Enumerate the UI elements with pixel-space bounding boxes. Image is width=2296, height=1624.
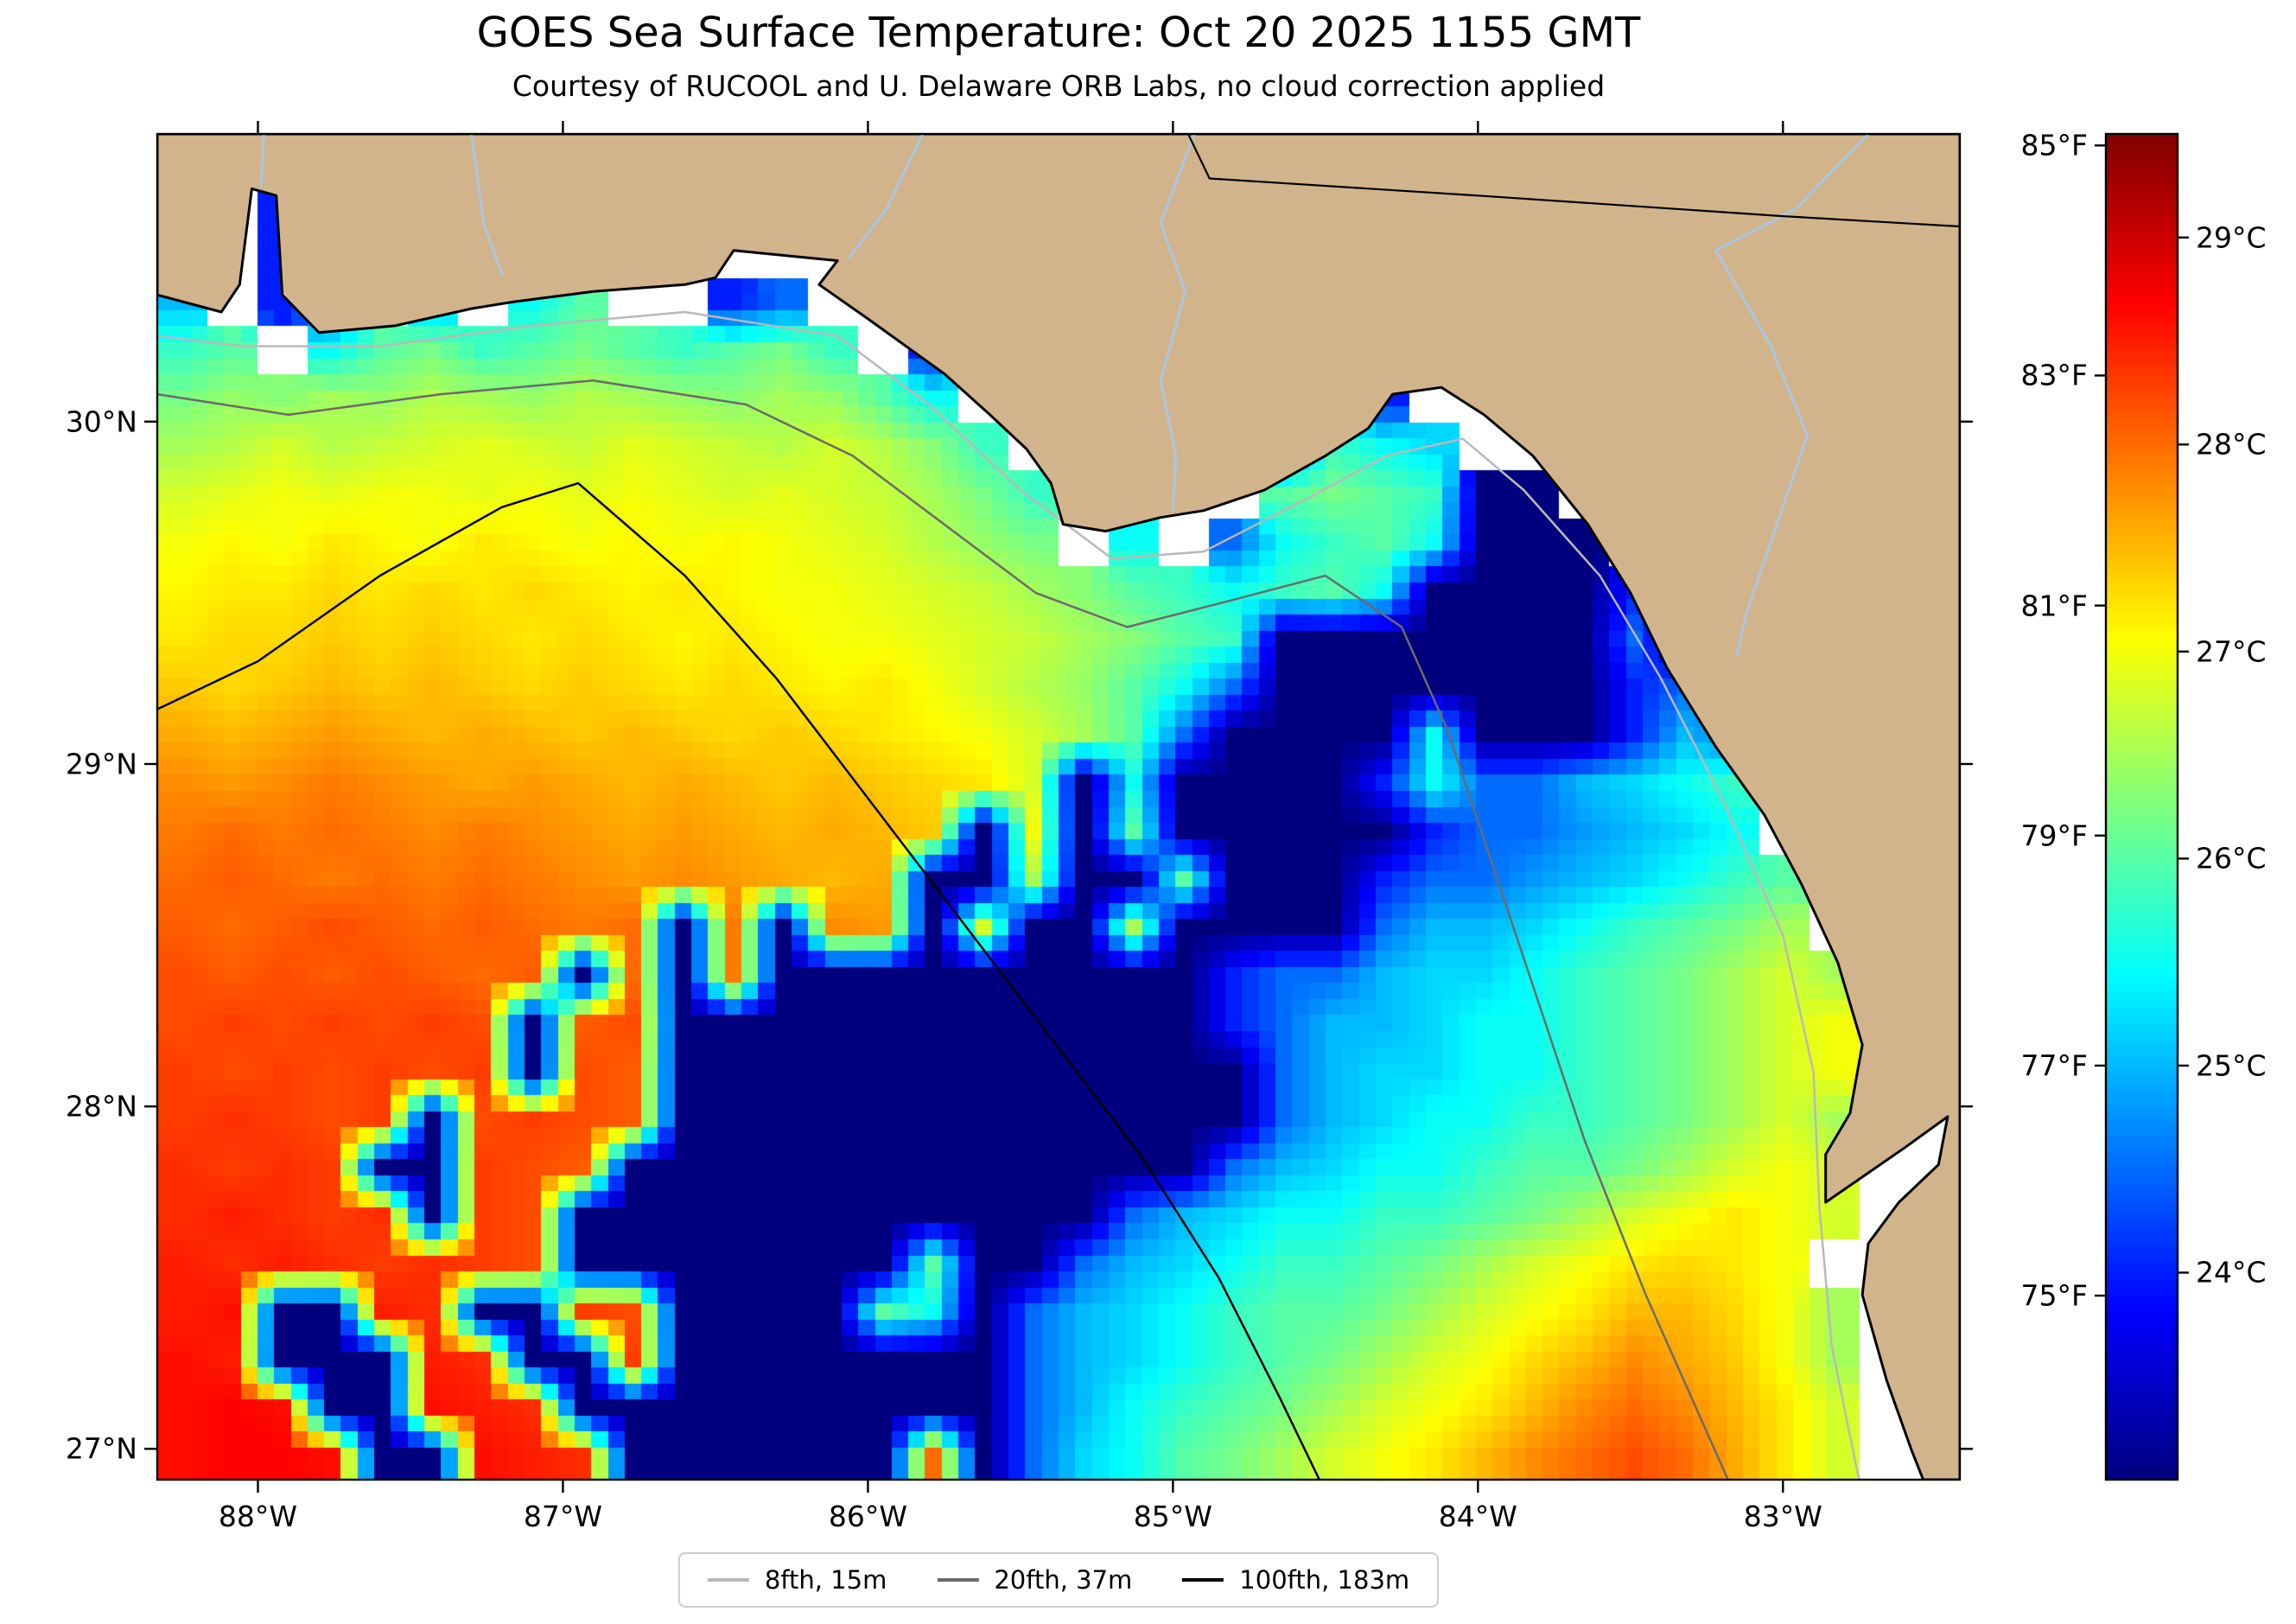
x-tick-label: 88°W (218, 1500, 298, 1533)
x-tick-label: 83°W (1743, 1500, 1822, 1533)
bathymetry-contour-183m (157, 481, 1321, 1480)
colorbar-c-tick-label: 28°C (2196, 427, 2267, 462)
colorbar-f-tick-label: 77°F (2020, 1048, 2088, 1083)
colorbar-c-tick-label: 27°C (2196, 634, 2267, 669)
chart-subtitle: Courtesy of RUCOOL and U. Delaware ORB L… (512, 69, 1606, 103)
legend-line-15m-icon (707, 1578, 749, 1582)
legend-item-183m: 100fth, 183m (1182, 1565, 1409, 1595)
y-tick-label: 28°N (65, 1089, 137, 1124)
legend-label-183m: 100fth, 183m (1239, 1565, 1410, 1595)
colorbar-c-tick-label: 24°C (2196, 1255, 2267, 1290)
colorbar-f-tick-label: 79°F (2020, 818, 2088, 853)
bathymetry-contour-37m (157, 379, 1729, 1480)
map-overlay (157, 134, 1960, 1480)
legend-item-37m: 20fth, 37m (937, 1565, 1132, 1595)
chart-title: GOES Sea Surface Temperature: Oct 20 202… (476, 9, 1641, 57)
colorbar-f-tick-label: 85°F (2020, 128, 2088, 162)
x-tick-label: 87°W (523, 1500, 602, 1533)
y-tick-label: 29°N (65, 747, 137, 781)
colorbar-c-tick-label: 29°C (2196, 220, 2267, 255)
colorbar-f-tick-label: 83°F (2020, 358, 2088, 392)
colorbar-c-tick-label: 25°C (2196, 1048, 2267, 1083)
y-tick-label: 30°N (65, 404, 137, 439)
colorbar (2106, 134, 2178, 1480)
colorbar-c-tick-label: 26°C (2196, 841, 2267, 876)
y-tick-label: 27°N (65, 1431, 137, 1466)
land-mass (157, 134, 1960, 1480)
x-tick-label: 85°W (1133, 1500, 1212, 1533)
legend-line-183m-icon (1182, 1578, 1224, 1582)
legend-line-37m-icon (937, 1578, 979, 1582)
x-tick-label: 84°W (1438, 1500, 1517, 1533)
legend-label-37m: 20fth, 37m (994, 1565, 1133, 1595)
legend-label-15m: 8fth, 15m (764, 1565, 887, 1595)
x-tick-label: 86°W (828, 1500, 907, 1533)
legend-item-15m: 8fth, 15m (707, 1565, 887, 1595)
map-plot-area (157, 134, 1960, 1480)
colorbar-f-tick-label: 81°F (2020, 589, 2088, 623)
colorbar-f-tick-label: 75°F (2020, 1278, 2088, 1313)
legend: 8fth, 15m 20fth, 37m 100fth, 183m (677, 1552, 1440, 1608)
